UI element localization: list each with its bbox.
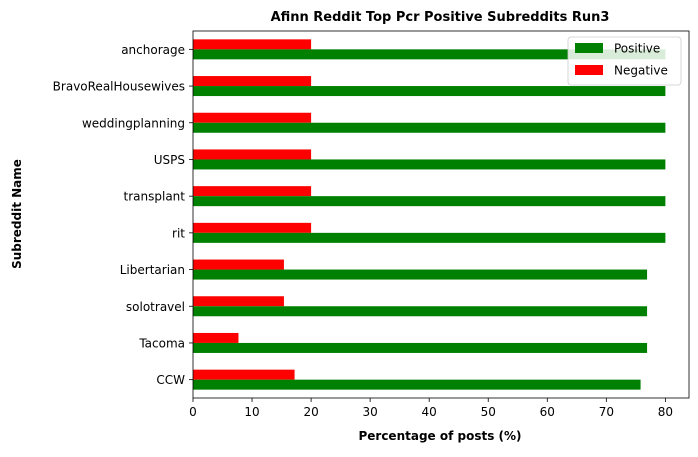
y-tick-label: weddingplanning	[82, 116, 185, 130]
bar-positive-solotravel	[193, 306, 648, 317]
y-tick-label: USPS	[154, 153, 185, 167]
legend-label-positive: Positive	[614, 42, 660, 56]
bar-negative-ccw	[193, 369, 295, 380]
bar-positive-rit	[193, 232, 666, 243]
y-axis-title: Subreddit Name	[10, 159, 24, 269]
bar-positive-anchorage	[193, 49, 666, 60]
x-tick-label: 30	[363, 405, 378, 419]
bar-positive-usps	[193, 159, 666, 170]
y-tick-label: transplant	[124, 190, 186, 204]
y-tick-label: CCW	[156, 373, 185, 387]
x-tick-label: 50	[481, 405, 496, 419]
y-tick-label: anchorage	[121, 43, 185, 57]
bar-negative-transplant	[193, 186, 312, 197]
y-tick-label: rit	[172, 226, 185, 240]
x-tick-label: 70	[599, 405, 614, 419]
bar-positive-weddingplanning	[193, 122, 666, 133]
legend-label-negative: Negative	[614, 64, 668, 78]
bar-negative-bravorealhousewives	[193, 76, 312, 87]
bar-positive-libertarian	[193, 269, 648, 280]
bar-negative-solotravel	[193, 296, 284, 307]
bar-negative-tacoma	[193, 332, 239, 343]
bar-positive-tacoma	[193, 342, 648, 353]
bar-negative-usps	[193, 149, 312, 160]
bar-negative-anchorage	[193, 39, 312, 50]
bar-negative-rit	[193, 222, 312, 233]
bar-positive-transplant	[193, 196, 666, 207]
chart-title: Afinn Reddit Top Pcr Positive Subreddits…	[271, 10, 610, 25]
legend-swatch-positive	[575, 43, 603, 53]
x-tick-label: 0	[189, 405, 197, 419]
bar-negative-libertarian	[193, 259, 284, 270]
legend: Positive Negative	[567, 36, 682, 86]
legend-swatch-negative	[575, 65, 603, 75]
y-tick-label: BravoRealHousewives	[53, 80, 185, 94]
bar-positive-bravorealhousewives	[193, 86, 666, 97]
y-tick-label: solotravel	[126, 300, 185, 314]
y-tick-label: Libertarian	[120, 263, 185, 277]
bar-positive-ccw	[193, 379, 641, 390]
x-tick-label: 10	[244, 405, 259, 419]
x-tick-label: 20	[303, 405, 318, 419]
plot-frame	[192, 30, 690, 399]
x-tick-label: 80	[658, 405, 673, 419]
x-axis-title: Percentage of posts (%)	[358, 429, 521, 443]
y-tick-label: Tacoma	[138, 336, 185, 350]
bar-negative-weddingplanning	[193, 112, 312, 123]
x-tick-label: 60	[540, 405, 555, 419]
x-tick-label: 40	[422, 405, 437, 419]
